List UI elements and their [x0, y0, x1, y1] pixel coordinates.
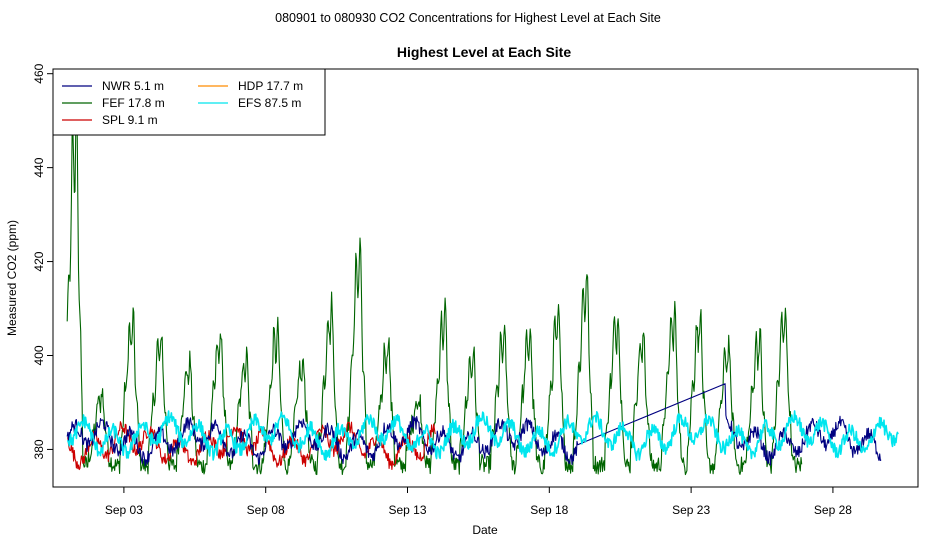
- series-line-efs: [66, 410, 899, 462]
- page-title: 080901 to 080930 CO2 Concentrations for …: [275, 11, 661, 25]
- legend-label: NWR 5.1 m: [102, 79, 164, 93]
- legend-label: HDP 17.7 m: [238, 79, 303, 93]
- series-line-nwr: [66, 383, 882, 467]
- x-tick-label: Sep 23: [672, 503, 710, 517]
- x-tick-label: Sep 18: [530, 503, 568, 517]
- series-layer: [66, 107, 899, 476]
- y-tick-label: 440: [32, 157, 46, 177]
- x-tick-label: Sep 03: [105, 503, 143, 517]
- legend-label: SPL 9.1 m: [102, 113, 158, 127]
- series-line-fef: [66, 107, 803, 476]
- y-tick-label: 400: [32, 345, 46, 365]
- x-tick-label: Sep 08: [247, 503, 285, 517]
- y-tick-label: 380: [32, 439, 46, 459]
- y-axis: 380 400 420 440 460: [32, 63, 53, 459]
- legend: NWR 5.1 m FEF 17.8 m SPL 9.1 m HDP 17.7 m EF…: [52, 68, 326, 136]
- x-tick-label: Sep 28: [814, 503, 852, 517]
- y-tick-label: 420: [32, 251, 46, 271]
- y-axis-label: Measured CO2 (ppm): [5, 220, 19, 336]
- legend-label: EFS 87.5 m: [238, 96, 301, 110]
- x-tick-label: Sep 13: [388, 503, 426, 517]
- x-axis: Sep 03 Sep 08 Sep 13 Sep 18 Sep 23 Sep 28: [105, 487, 852, 517]
- legend-label: FEF 17.8 m: [102, 96, 165, 110]
- plot-frame: [52, 68, 919, 488]
- x-axis-label: Date: [472, 523, 498, 537]
- legend-box: [52, 68, 326, 136]
- chart-title: Highest Level at Each Site: [397, 44, 571, 60]
- y-tick-label: 460: [32, 63, 46, 83]
